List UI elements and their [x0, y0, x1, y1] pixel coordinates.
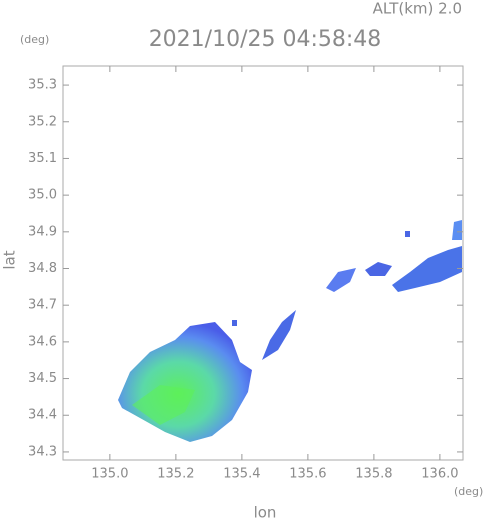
- y-tick-label: 34.7: [28, 298, 57, 313]
- echo-streak: [262, 310, 296, 360]
- x-unit: (deg): [454, 485, 483, 498]
- y-tick-label: 34.3: [28, 444, 57, 459]
- echo-east-small: [365, 262, 392, 276]
- plot-frame: [62, 65, 464, 461]
- y-tick-label: 34.5: [28, 371, 57, 386]
- echo-east: [392, 246, 462, 292]
- radar-echo: [118, 220, 462, 442]
- x-tick-label: 135.6: [289, 467, 326, 482]
- y-unit: (deg): [20, 33, 49, 46]
- echo-core: [132, 385, 195, 425]
- echo-edge: [452, 220, 462, 240]
- x-tick-label: 136.0: [421, 467, 458, 482]
- echo-dot: [405, 231, 410, 237]
- x-tick-label: 135.2: [157, 467, 194, 482]
- y-tick-label: 35.2: [28, 114, 57, 129]
- altitude-label: ALT(km) 2.0: [373, 0, 462, 18]
- echo-dot: [232, 320, 237, 326]
- y-axis-label: lat: [1, 250, 19, 269]
- y-tick-label: 34.9: [28, 224, 57, 239]
- x-axis-label: lon: [254, 504, 277, 522]
- echo-main: [118, 322, 252, 442]
- y-tick-label: 34.8: [28, 261, 57, 276]
- x-tick-label: 135.4: [223, 467, 260, 482]
- y-tick-label: 34.6: [28, 334, 57, 349]
- y-tick-label: 34.4: [28, 408, 57, 423]
- x-tick-label: 135.0: [91, 467, 128, 482]
- x-tick-label: 135.8: [355, 467, 392, 482]
- y-tick-label: 35.3: [28, 78, 57, 93]
- echo-east-small: [326, 268, 356, 292]
- y-tick-label: 35.0: [28, 188, 57, 203]
- chart-title: 2021/10/25 04:58:48: [149, 27, 382, 52]
- y-tick-label: 35.1: [28, 151, 57, 166]
